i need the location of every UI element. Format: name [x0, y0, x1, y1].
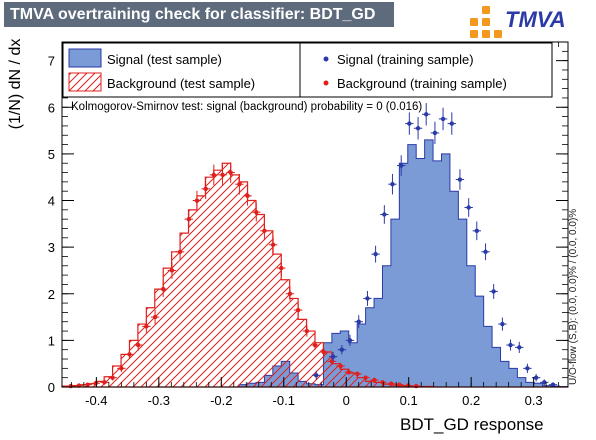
background-train-point — [209, 164, 219, 186]
signal-train-point — [540, 379, 549, 386]
background-train-point — [361, 375, 370, 380]
x-tick-label: -0.3 — [148, 393, 170, 408]
tmva-logo-icon — [470, 6, 502, 38]
x-tick-label: 0.1 — [400, 393, 418, 408]
signal-train-point — [380, 205, 389, 224]
legend-box-left — [62, 42, 301, 98]
background-train-point — [336, 362, 345, 370]
x-tick-label: -0.1 — [273, 393, 295, 408]
background-train-point — [108, 374, 117, 381]
legend-signal-train-label: Signal (training sample) — [337, 52, 474, 67]
signal-train-point — [371, 245, 380, 263]
signal-train-point — [481, 243, 490, 261]
x-tick-label: 0.3 — [525, 393, 543, 408]
legend-background-train-label: Background (training sample) — [337, 76, 507, 91]
legend — [62, 42, 553, 98]
legend-background-test-label: Background (test sample) — [107, 76, 256, 91]
background-train-point — [268, 236, 278, 254]
x-tick-label: 0 — [343, 393, 350, 408]
plot-frame — [61, 41, 569, 388]
background-train-point — [125, 349, 134, 360]
background-train-point — [319, 347, 328, 357]
signal-train-point — [312, 370, 321, 381]
signal-train-point — [455, 169, 465, 190]
background-train-point — [117, 364, 126, 373]
background-train-point — [175, 242, 185, 261]
background-train-point — [370, 377, 379, 383]
background-train-point — [252, 202, 261, 222]
y-tick-label: 0 — [48, 380, 55, 395]
x-tick-label: -0.2 — [210, 393, 232, 408]
signal-train-point — [506, 339, 515, 351]
signal-train-point — [337, 345, 347, 355]
legend-signal-train-marker — [323, 56, 329, 62]
background-train-point — [83, 382, 92, 387]
background-train-point — [235, 173, 244, 195]
signal-train-point — [421, 103, 431, 126]
background-train-point — [353, 371, 362, 377]
points-layer — [66, 103, 558, 389]
background-train-point — [344, 369, 353, 375]
background-train-point — [66, 383, 75, 389]
background-train-point — [243, 186, 252, 206]
background-train-point — [142, 319, 151, 333]
signal-train-point — [498, 317, 507, 331]
y-tick-label: 3 — [48, 240, 55, 255]
legend-signal-test-swatch — [68, 48, 102, 68]
signal-train-point — [413, 117, 423, 140]
signal-train-point — [489, 283, 498, 299]
signal-train-point — [354, 315, 363, 329]
logo-text: TMVA — [505, 7, 566, 32]
background-train-point — [260, 221, 269, 240]
background-train-point — [226, 162, 235, 183]
signal-train-point — [328, 352, 338, 362]
x-axis-label: BDT_GD response — [400, 415, 544, 434]
background-train-point — [184, 209, 194, 229]
legend-box-right — [299, 42, 553, 98]
signal-train-point — [363, 290, 372, 306]
background-train-point — [192, 190, 202, 211]
background-train-point — [310, 340, 320, 350]
legend-background-test-swatch — [68, 72, 102, 92]
ks-test-text: Kolmogorov-Smirnov test: signal (backgro… — [71, 101, 423, 113]
background-train-point — [133, 339, 143, 351]
background-train-point — [285, 286, 295, 301]
signal-train-point — [438, 107, 448, 131]
signal-train-point — [447, 112, 457, 135]
y-tick-label: 5 — [48, 147, 55, 162]
signal-train-point — [515, 341, 524, 353]
background-train-point — [302, 325, 312, 337]
background-train-point — [167, 262, 177, 279]
y-axis-label: (1/N) dN / dx — [7, 38, 24, 130]
background-train-point — [100, 380, 109, 385]
x-tick-label: 0.2 — [462, 393, 480, 408]
y-tick-label: 2 — [48, 287, 55, 302]
background-train-point — [201, 178, 210, 200]
y-tick-label: 1 — [48, 333, 55, 348]
background-train-point — [158, 281, 168, 298]
legend-background-train-marker — [323, 80, 329, 86]
y-tick-label: 6 — [48, 100, 55, 115]
overflow-text: U/O-flow (S,B): (0.0, 0.0)% / (0.0, 0.0)… — [568, 208, 579, 385]
background-train-point — [218, 164, 227, 186]
legend-signal-test-label: Signal (test sample) — [107, 52, 222, 67]
background-train-point — [150, 310, 160, 325]
signal-train-point — [345, 334, 355, 346]
x-tick-label: -0.4 — [85, 393, 107, 408]
y-tick-label: 7 — [48, 54, 55, 69]
y-tick-label: 4 — [48, 194, 55, 209]
signal-train-point — [430, 121, 440, 145]
signal-train-point — [388, 173, 397, 195]
signal-train-point — [405, 112, 414, 135]
signal-train-point — [472, 221, 482, 241]
signal-train-point — [464, 198, 473, 217]
signal-train-point — [523, 363, 532, 374]
background-train-point — [386, 381, 396, 386]
chart-title: TMVA overtraining check for classifier: … — [4, 2, 394, 27]
signal-train-point — [396, 155, 406, 176]
background-train-point — [293, 303, 303, 317]
background-train-point — [277, 260, 286, 277]
signal-train-point — [548, 382, 558, 387]
